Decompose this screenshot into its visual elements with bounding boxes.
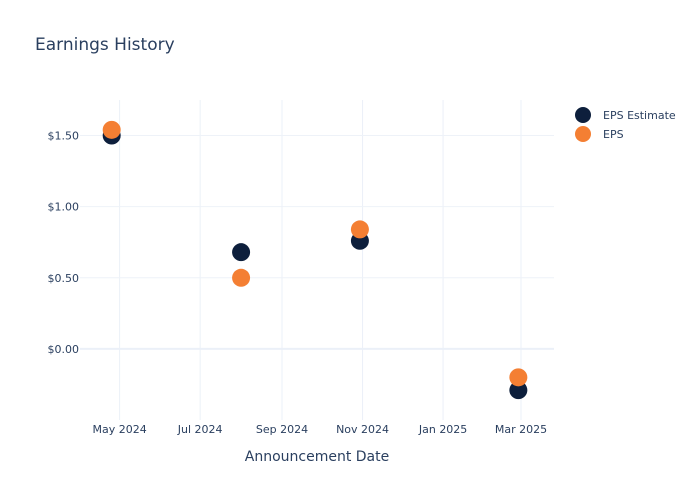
data-point[interactable] bbox=[509, 368, 528, 387]
data-point[interactable] bbox=[350, 220, 369, 239]
data-points bbox=[102, 120, 528, 400]
x-tick-label: Mar 2025 bbox=[495, 423, 547, 436]
series-eps-estimate bbox=[102, 126, 528, 400]
y-tick-label: $0.00 bbox=[48, 343, 80, 356]
data-point[interactable] bbox=[102, 120, 121, 139]
legend-label: EPS Estimate bbox=[603, 109, 676, 122]
x-tick-label: Jul 2024 bbox=[177, 423, 223, 436]
legend-marker bbox=[575, 126, 591, 142]
y-tick-label: $1.00 bbox=[48, 201, 80, 214]
legend-item[interactable]: EPS Estimate bbox=[575, 107, 676, 123]
x-tick-label: Jan 2025 bbox=[418, 423, 467, 436]
y-tick-label: $1.50 bbox=[48, 130, 80, 143]
legend-marker bbox=[575, 107, 591, 123]
grid bbox=[80, 100, 554, 420]
x-tick-label: May 2024 bbox=[92, 423, 146, 436]
chart-title: Earnings History bbox=[35, 35, 175, 55]
legend-item[interactable]: EPS bbox=[575, 126, 624, 142]
legend-label: EPS bbox=[603, 128, 624, 141]
legend[interactable]: EPS Estimate EPS bbox=[575, 107, 676, 142]
data-point[interactable] bbox=[509, 381, 528, 400]
y-tick-label: $0.50 bbox=[48, 272, 80, 285]
x-tick-label: Sep 2024 bbox=[256, 423, 308, 436]
series-eps bbox=[102, 120, 528, 387]
data-point[interactable] bbox=[232, 268, 251, 287]
x-tick-label: Nov 2024 bbox=[336, 423, 389, 436]
data-point[interactable] bbox=[232, 243, 251, 262]
x-axis-title: Announcement Date bbox=[245, 449, 389, 465]
tick-labels: May 2024 Jul 2024 Sep 2024 Nov 2024 Jan 2025… bbox=[48, 130, 548, 436]
